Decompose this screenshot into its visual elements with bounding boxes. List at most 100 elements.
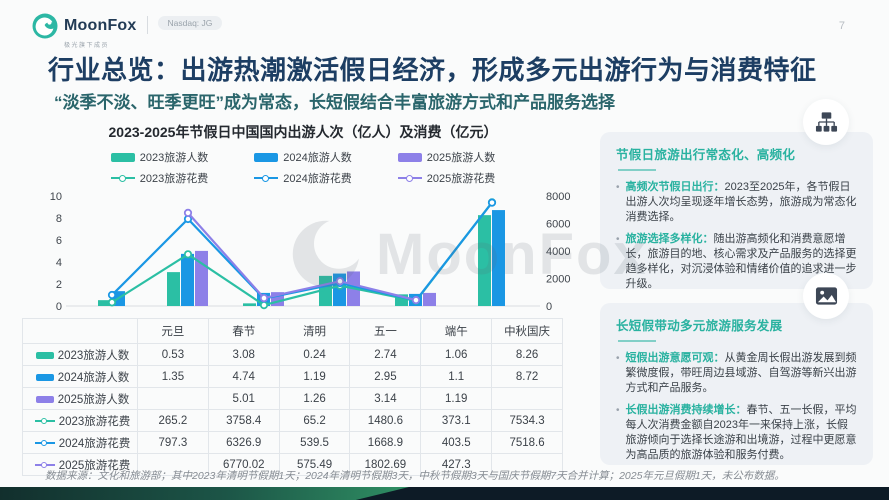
line-marker [183,250,193,259]
series-bar-swatch [35,351,54,359]
legend-line-swatch [397,174,422,183]
table-category-header: 中秋国庆 [491,318,563,344]
value-cell: 0.53 [137,343,209,366]
legend-label: 2024旅游人数 [283,152,352,164]
legend-label: 2025旅游人数 [426,152,496,164]
value-cell: 3.14 [349,387,422,410]
series-bar-swatch [35,395,54,403]
chart-data-table: 元旦 春节 清明 五一 端午 中秋国庆 2023旅游人数 0.53 3.08 0.24 2.74 1… [22,318,563,476]
left-axis-tick: 10 [50,191,62,203]
legend-bar-swatch [254,152,279,162]
legend-row-bars: 2023旅游人数 2024旅游人数 2025旅游人数 [110,149,496,165]
value-cell: 7534.3 [491,409,563,432]
value-cell: 65.2 [278,409,351,432]
right-axis-tick: 8000 [546,191,570,203]
panel-bullet: • 旅游选择多样化：随出游高频化和消费意愿增长，旅游目的地、核心需求及产品服务的选… [616,232,857,289]
table-category-header: 元旦 [137,318,209,344]
bullet-lead: 高频次节假日出行： [625,181,725,193]
panel-bullet: • 高频次节假日出行：2023至2025年，各节假日出游人次均呈现逐年增长态势，旅… [616,180,857,226]
legend-row-lines: 2023旅游花费 2024旅游花费 2025旅游花费 [110,170,495,186]
value-cell: 1.26 [278,387,351,410]
bullet-lead: 长假出游消费持续增长： [625,403,747,416]
legend-line-swatch [254,174,279,183]
table-row: 2025旅游人数 5.01 1.26 3.14 1.19 [22,387,563,410]
line-marker [487,198,497,207]
panel-icon-circle [803,273,849,319]
right-axis-tick: 2000 [546,274,570,286]
value-cell: 373.1 [420,409,493,432]
panel-header: 长短假带动多元旅游服务发展 [616,319,783,333]
value-cell: 1.19 [278,365,351,388]
table-header-row: 元旦 春节 清明 五一 端午 中秋国庆 [22,318,563,344]
legend-bar-swatch [110,152,135,162]
page-subtitle: “淡季不淡、旺季更旺”成为常态，长短假结合丰富旅游方式和产品服务选择 [54,93,615,112]
bullet-text: 旅游选择多样化：随出游高频化和消费意愿增长，旅游目的地、核心需求及产品服务的选择… [625,232,857,289]
value-cell: 6770.02 [207,453,280,476]
series-bar-swatch [35,373,54,381]
value-cell: 539.5 [278,431,351,454]
bullet-text: 长假出游消费持续增长：春节、五一长假，平均每人次消费金额自2023年一来保持上涨… [625,403,857,462]
value-cell: 1480.6 [349,409,422,432]
value-cell: 265.2 [137,409,209,432]
value-cell: 4.74 [207,365,280,388]
table-row: 2023旅游人数 0.53 3.08 0.24 2.74 1.06 8.26 [22,343,563,366]
value-cell: 575.49 [278,453,351,476]
left-axis-tick: 2 [56,279,62,291]
bar [423,292,436,306]
nasdaq-badge: Nasdaq: JG [157,16,223,30]
value-cell: 3.08 [207,343,280,366]
legend-item: 2024旅游人数 [254,149,352,165]
logo: MoonFox 极光旗下成员 [32,13,137,49]
series-label-cell: 2023旅游花费 [22,409,138,432]
right-axis-tick: 6000 [546,219,570,231]
bullet-lead: 旅游选择多样化： [625,232,714,245]
panel-bullets: • 短假出游意愿可观：从黄金周长假出游发展到频繁微度假，带旺周边县域游、自驾游等新… [616,351,857,463]
bar [98,300,111,306]
panel-bullets: • 高频次节假日出行：2023至2025年，各节假日出游人次均呈现逐年增长态势，旅… [616,180,857,289]
image-icon [815,286,838,306]
header: MoonFox 极光旗下成员 Nasdaq: JG [32,13,223,49]
page-number: 7 [838,20,845,32]
line-series [187,212,417,302]
legend-label: 2023旅游人数 [139,152,209,164]
value-cell [491,453,563,476]
insight-panel-services: 长短假带动多元旅游服务发展 • 短假出游意愿可观：从黄金周长假出游发展到频繁微度假… [600,303,873,465]
chart-block: 2023-2025年节假日中国国内出游人次（亿人）及消费（亿元） 2023旅游人… [22,118,584,476]
insight-panel-frequency: 节假日旅游出行常态化、高频化 • 高频次节假日出行：2023至2025年，各节假日… [600,132,873,289]
panel-underline [618,340,656,342]
table-row: 2023旅游花费 265.2 3758.4 65.2 1480.6 373.1 7534.3 [22,409,563,432]
left-axis-tick: 0 [56,301,62,313]
value-cell: 5.01 [207,387,280,410]
bar [478,215,491,306]
bar [492,210,505,306]
value-cell: 797.3 [137,431,209,454]
combo-chart: 0 2 4 6 8 10 0 2000 4000 6000 8000 [50,191,571,313]
series-label-cell: 2025旅游人数 [22,387,138,410]
legend-item: 2025旅游花费 [397,170,495,186]
bottom-decoration-bar [0,487,889,500]
table-row: 2025旅游花费 6770.02 575.49 1802.69 427.3 [22,453,563,476]
chart-legend: 2023旅游人数 2024旅游人数 2025旅游人数 2023旅游花费 2024旅游花… [22,149,584,186]
line-marker [107,298,117,307]
table-body: 2023旅游人数 0.53 3.08 0.24 2.74 1.06 8.26 2024旅游人数… [22,343,563,476]
bar [243,303,256,306]
value-cell: 3758.4 [207,409,280,432]
table-header: 元旦 春节 清明 五一 端午 中秋国庆 [22,318,563,344]
value-cell [491,387,563,410]
value-cell: 7518.6 [491,431,563,454]
table-category-header: 五一 [349,318,422,344]
series-line-swatch [34,439,55,448]
value-cell [137,387,209,410]
bullet-lead: 短假出游意愿可观： [625,352,725,364]
value-cell: 1668.9 [349,431,422,454]
value-cell: 403.5 [420,431,493,454]
bar [181,253,194,306]
data-source-footnote: 数据来源：文化和旅游部；其中2023年清明节假期1天；2024年清明节假期3天，… [45,470,785,482]
panel-underline [618,169,656,171]
panel-bullet: • 长假出游消费持续增长：春节、五一长假，平均每人次消费金额自2023年一来保持上… [616,403,857,464]
table-row: 2024旅游人数 1.35 4.74 1.19 2.95 1.1 8.72 [22,365,563,388]
bullet-dot-icon: • [616,233,620,245]
brand-name: MoonFox [64,17,137,34]
series-line-swatch [34,461,55,470]
value-cell: 6326.9 [207,431,280,454]
